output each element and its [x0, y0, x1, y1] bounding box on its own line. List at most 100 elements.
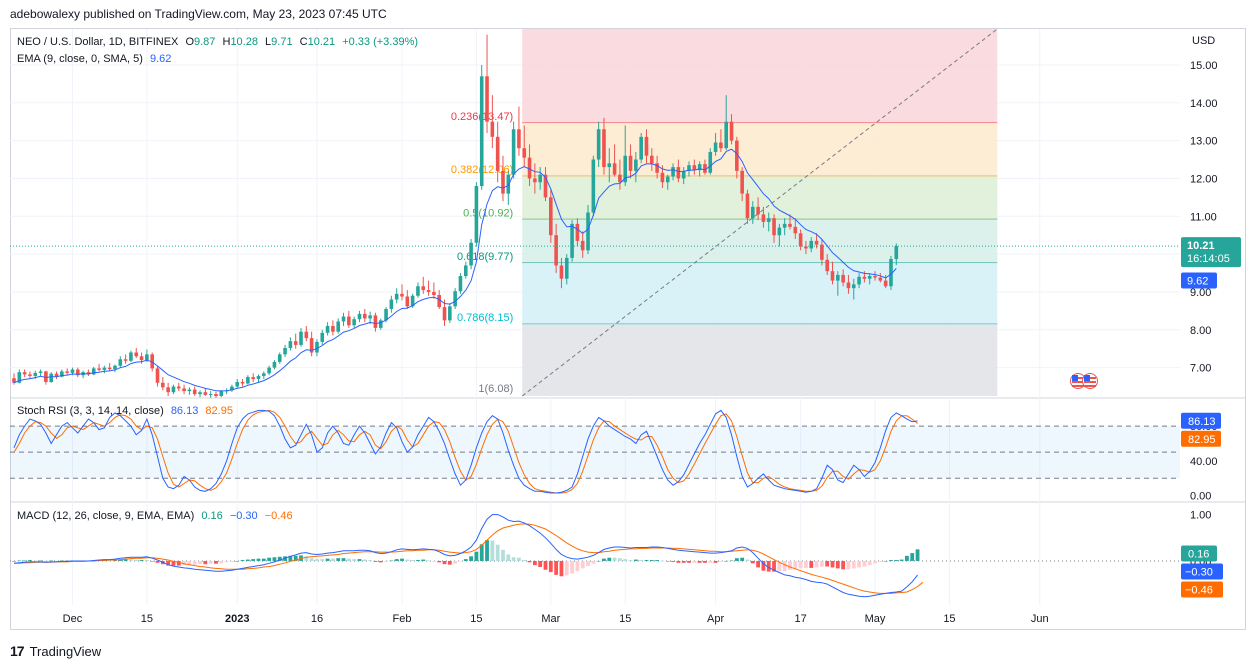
- macd-histogram-bar: [612, 557, 617, 561]
- x-tick-label: 17: [794, 613, 806, 625]
- stoch-k-line: [13, 409, 918, 494]
- candle-body: [750, 206, 755, 219]
- candle-body: [591, 159, 596, 213]
- macd-histogram-bar: [416, 560, 420, 561]
- candle-body: [517, 129, 521, 149]
- candle-body: [352, 319, 356, 326]
- macd-histogram-bar: [447, 560, 452, 565]
- macd-histogram-bar: [469, 556, 473, 561]
- macd-histogram-bar: [570, 560, 574, 574]
- candle-body: [724, 121, 729, 149]
- candle-body: [618, 174, 622, 183]
- macd-histogram-bar: [835, 560, 840, 569]
- x-tick-label: Apr: [707, 613, 724, 625]
- candle-body: [97, 368, 101, 370]
- candle-body: [256, 375, 261, 379]
- chart-frame: [10, 28, 1246, 630]
- macd-histogram-bar: [442, 560, 447, 565]
- x-tick-label: 15: [141, 613, 153, 625]
- stoch-rsi-pane: [10, 409, 1180, 494]
- macd-histogram-bar: [49, 560, 54, 562]
- low-label: L: [265, 36, 272, 48]
- candle-body: [564, 257, 569, 279]
- macd-signal-tag-value: −0.46: [1185, 585, 1213, 597]
- stoch-y-tick: 0.00: [1190, 491, 1211, 503]
- macd-hist-tag: [1181, 545, 1217, 562]
- tradingview-logo-icon[interactable]: 17: [10, 643, 25, 659]
- candle-body: [570, 223, 574, 258]
- macd-histogram-bar: [426, 560, 431, 562]
- candle-body: [671, 167, 675, 177]
- main-legend: NEO / U.S. Dollar, 1D, BITFINEX O9.87 H1…: [17, 36, 422, 48]
- candle-body: [251, 377, 255, 379]
- macd-histogram-bar: [857, 560, 861, 568]
- candle-body: [219, 391, 224, 396]
- candle-body: [851, 284, 856, 289]
- macd-histogram-bar: [628, 560, 633, 561]
- candle-body: [634, 159, 638, 171]
- macd-histogram-bar: [777, 560, 782, 572]
- macd-label: MACD (12, 26, close, 9, EMA, EMA): [17, 510, 195, 522]
- us-flag-canton: [1084, 375, 1090, 381]
- ema-price-tag: [1181, 272, 1217, 289]
- macd-histogram-bar: [65, 560, 70, 562]
- macd-histogram-bar: [548, 560, 553, 573]
- candle-body: [538, 174, 542, 183]
- macd-line-tag: [1181, 563, 1223, 580]
- macd-histogram-bar: [214, 560, 218, 564]
- candle-body: [735, 140, 739, 171]
- candle-body: [522, 148, 527, 158]
- candle-body: [681, 170, 686, 179]
- macd-histogram-bar: [240, 560, 245, 561]
- candle-body: [575, 223, 580, 241]
- candle-body: [554, 235, 558, 266]
- y-tick-label: 11.00: [1190, 211, 1217, 223]
- macd-histogram-bar: [315, 559, 319, 561]
- candle-body: [745, 193, 750, 219]
- candle-body: [341, 316, 346, 322]
- macd-histogram-bar: [814, 560, 819, 568]
- candle-body: [38, 371, 43, 373]
- macd-histogram-bar: [867, 560, 872, 566]
- macd-histogram-bar: [235, 560, 240, 562]
- macd-histogram-bar: [107, 560, 112, 562]
- macd-histogram-bar: [564, 560, 569, 576]
- open-label: O: [185, 36, 194, 48]
- macd-histogram-bar: [596, 560, 601, 562]
- candle-body: [405, 296, 410, 307]
- macd-histogram-bar: [463, 559, 468, 561]
- y-tick-label: 13.00: [1190, 136, 1218, 148]
- close-value: 10.21: [307, 36, 336, 48]
- macd-histogram-bar: [144, 560, 149, 561]
- candle-body: [846, 282, 851, 289]
- candle-body: [320, 332, 325, 342]
- macd-histogram-bar: [192, 560, 197, 565]
- stoch-d-value: 82.95: [205, 405, 233, 417]
- macd-histogram-bar: [681, 560, 686, 563]
- fib-level-label: 0.618(9.77): [457, 251, 513, 263]
- candle-body: [777, 227, 782, 236]
- candle-body: [235, 382, 240, 387]
- x-tick-label: Dec: [63, 613, 83, 625]
- candle-body: [283, 347, 287, 355]
- candle-body: [665, 176, 670, 183]
- macd-histogram-bar: [410, 560, 415, 561]
- candle-body: [182, 388, 186, 392]
- candle-body: [772, 218, 776, 236]
- macd-histogram-bar: [713, 560, 718, 563]
- candle-body: [687, 165, 691, 171]
- macd-histogram-bar: [155, 560, 160, 563]
- candle-body: [368, 315, 372, 319]
- macd-histogram-bar: [522, 560, 527, 561]
- candle-body: [549, 197, 553, 236]
- candle-body: [612, 163, 617, 175]
- macd-histogram-bar: [687, 560, 691, 563]
- macd-histogram-bar: [22, 560, 27, 562]
- candle-body: [145, 354, 149, 361]
- candle-body: [798, 233, 803, 247]
- macd-histogram-bar: [618, 558, 622, 561]
- candle-body: [857, 276, 861, 285]
- candle-body: [804, 246, 808, 249]
- fib-level-label: 0.786(8.15): [457, 312, 513, 324]
